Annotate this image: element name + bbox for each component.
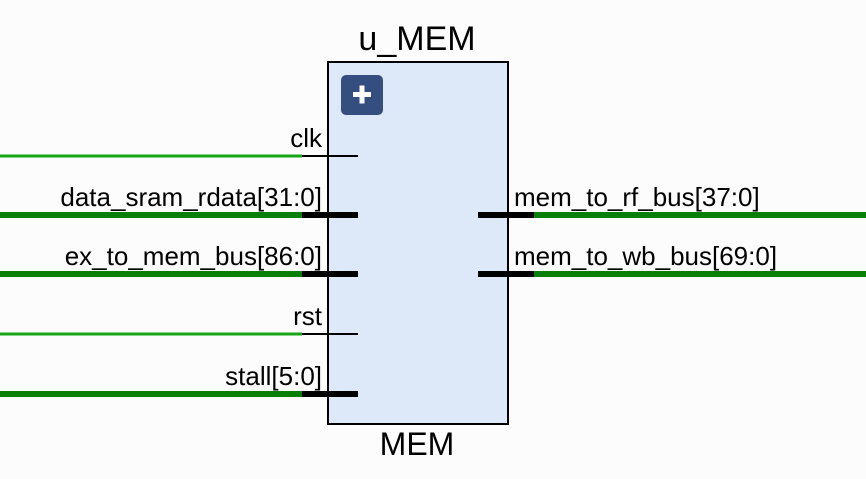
output-port-label-mem-to-rf-bus: mem_to_rf_bus[37:0] [514, 182, 760, 212]
plus-icon [353, 85, 371, 104]
output-port-label-mem-to-wb-bus: mem_to_wb_bus[69:0] [514, 241, 777, 271]
expand-button[interactable] [341, 75, 383, 115]
input-port-label-clk: clk [290, 123, 323, 153]
input-port-label-rst: rst [293, 301, 323, 331]
input-port-stall[interactable]: stall[5:0] [0, 361, 358, 397]
input-port-rst[interactable]: rst [0, 301, 358, 336]
input-port-ex-to-mem-bus[interactable]: ex_to_mem_bus[86:0] [0, 241, 358, 277]
input-port-label-stall: stall[5:0] [225, 361, 322, 391]
input-port-label-data-sram-rdata: data_sram_rdata[31:0] [60, 182, 322, 212]
input-port-clk[interactable]: clk [0, 123, 358, 158]
instance-name: u_MEM [358, 20, 475, 58]
output-port-mem-to-wb-bus[interactable]: mem_to_wb_bus[69:0] [478, 241, 866, 277]
output-port-mem-to-rf-bus[interactable]: mem_to_rf_bus[37:0] [478, 182, 866, 218]
input-port-data-sram-rdata[interactable]: data_sram_rdata[31:0] [0, 182, 358, 218]
module-name: MEM [380, 426, 455, 462]
input-port-label-ex-to-mem-bus: ex_to_mem_bus[86:0] [65, 241, 322, 271]
module-block[interactable] [327, 61, 509, 425]
